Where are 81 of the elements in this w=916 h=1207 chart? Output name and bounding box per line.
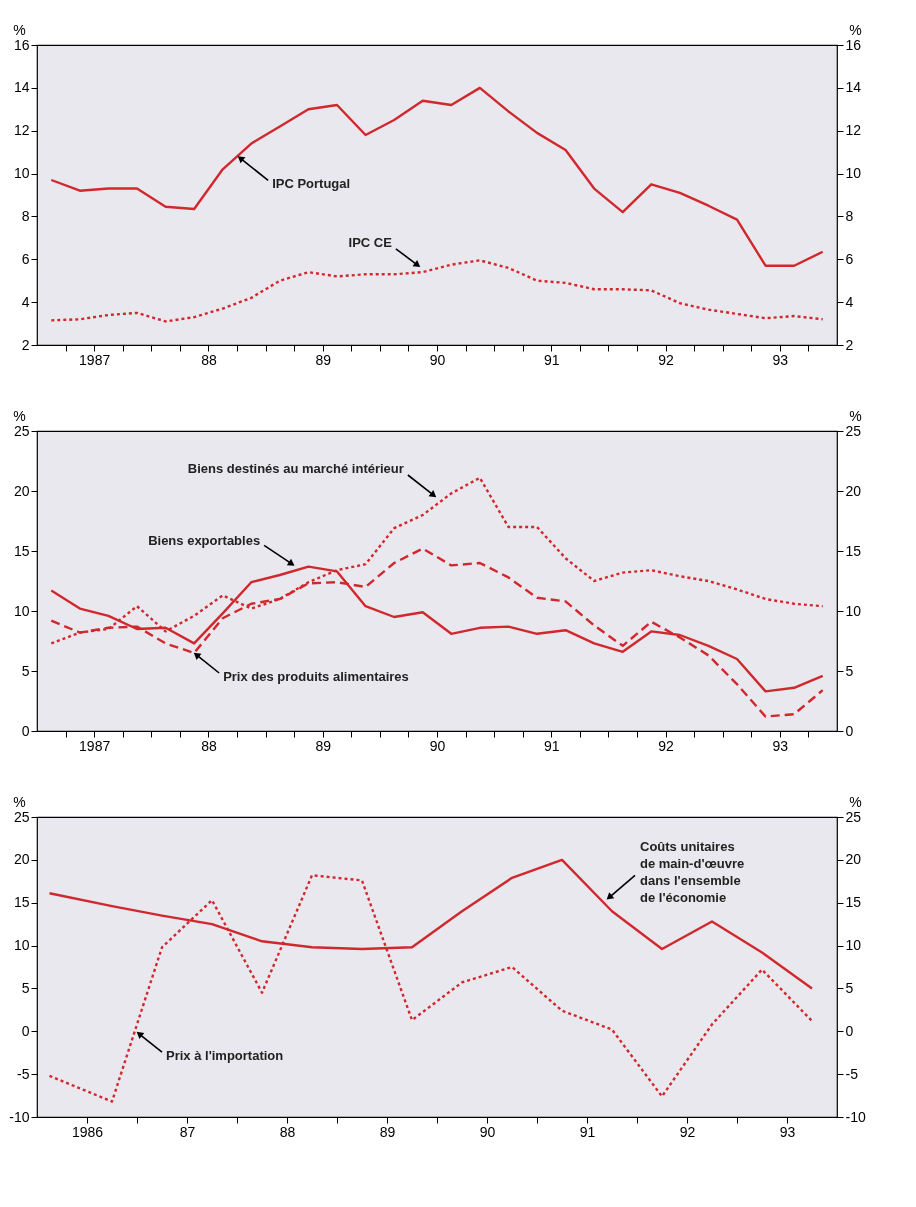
y-tick-label: 10 — [13, 165, 30, 182]
y2-tick-label: 10 — [845, 937, 862, 954]
y-tick-label: 10 — [13, 602, 30, 619]
annotation: Biens destinés au marché intérieur — [187, 461, 404, 476]
x-tick-label: 91 — [544, 737, 560, 754]
y-tick-label: 6 — [21, 250, 30, 267]
x-tick-label: 89 — [315, 737, 332, 754]
y2-tick-label: 2 — [845, 336, 854, 353]
y2-tick-label: 16 — [845, 36, 862, 53]
x-tick-label: 1987 — [79, 351, 111, 368]
annotation: Biens exportables — [148, 533, 261, 549]
y-axis-title: % — [13, 407, 26, 424]
y2-tick-label: 15 — [845, 894, 862, 911]
y-tick-label: 5 — [21, 662, 30, 679]
y-tick-label: -5 — [17, 1065, 30, 1082]
x-tick-label: 88 — [279, 1123, 296, 1140]
y2-tick-label: 10 — [845, 602, 862, 619]
annotation: Prix à l'importation — [166, 1048, 284, 1064]
y-axis-title: % — [13, 21, 26, 38]
line-series — [50, 86, 824, 267]
y-tick-label: 0 — [21, 1022, 30, 1039]
x-tick-label: 92 — [679, 1123, 696, 1140]
y-tick-label: 10 — [13, 937, 30, 954]
y2-tick-label: 20 — [845, 851, 862, 868]
x-tick-label: 89 — [315, 351, 332, 368]
y2-tick-label: 5 — [845, 662, 854, 679]
y2-tick-label: -5 — [845, 1065, 859, 1082]
x-tick-label: 88 — [201, 737, 217, 754]
x-tick-label: 90 — [479, 1123, 496, 1140]
y-tick-label: 25 — [13, 422, 30, 439]
y2-tick-label: 25 — [845, 422, 862, 439]
line-series — [50, 259, 824, 323]
annotation: Prix des produits alimentaires — [223, 669, 409, 684]
y-tick-label: 15 — [13, 894, 30, 911]
y-tick-label: 5 — [21, 979, 30, 996]
y-tick-label: 20 — [13, 851, 30, 868]
y2-tick-label: 4 — [845, 293, 854, 310]
y-tick-label: 12 — [13, 122, 30, 139]
y2-tick-label: 0 — [845, 1022, 854, 1039]
x-tick-label: 93 — [779, 1123, 796, 1140]
annotation: Coûts unitaires de main-d'œuvre dans l'ensemble de l'économie — [640, 839, 745, 906]
y-tick-label: 16 — [13, 36, 30, 53]
y2-tick-label: 20 — [845, 482, 862, 499]
y-tick-label: 25 — [13, 808, 30, 825]
x-tick-label: 93 — [772, 351, 789, 368]
annotation: IPC Portugal — [272, 176, 351, 192]
y2-axis-title: % — [849, 21, 862, 38]
y-tick-label: 8 — [21, 207, 30, 224]
y2-tick-label: 15 — [845, 542, 862, 559]
y2-tick-label: 25 — [845, 808, 862, 825]
x-tick-label: 1986 — [71, 1123, 104, 1140]
x-tick-label: 92 — [658, 737, 675, 754]
annotation: IPC CE — [348, 234, 393, 250]
x-tick-label: 90 — [429, 351, 446, 368]
x-tick-label: 88 — [201, 351, 217, 368]
y-tick-label: 0 — [21, 722, 30, 739]
y2-tick-label: 8 — [845, 207, 854, 224]
x-tick-label: 90 — [429, 737, 446, 754]
y2-tick-label: 12 — [845, 122, 862, 139]
y2-tick-label: 5 — [845, 979, 854, 996]
y2-tick-label: 10 — [845, 165, 862, 182]
x-tick-label: 89 — [379, 1123, 396, 1140]
y2-tick-label: 0 — [845, 722, 854, 739]
x-tick-label: 92 — [658, 351, 675, 368]
y-tick-label: -10 — [9, 1108, 30, 1125]
y-tick-label: 2 — [21, 336, 30, 353]
x-tick-label: 91 — [579, 1123, 596, 1140]
y-axis-title: % — [13, 793, 26, 810]
y-tick-label: 14 — [13, 79, 30, 96]
y2-tick-label: 14 — [845, 79, 862, 96]
y2-axis-title: % — [849, 407, 862, 424]
x-tick-label: 93 — [772, 737, 789, 754]
y-tick-label: 15 — [13, 542, 30, 559]
x-tick-label: 1987 — [79, 737, 111, 754]
x-tick-label: 91 — [544, 351, 560, 368]
x-tick-label: 87 — [179, 1123, 196, 1140]
y2-axis-title: % — [849, 793, 862, 810]
y-tick-label: 20 — [13, 482, 30, 499]
y-tick-label: 4 — [21, 293, 30, 310]
y2-tick-label: 6 — [845, 250, 854, 267]
y2-tick-label: -10 — [845, 1108, 866, 1125]
